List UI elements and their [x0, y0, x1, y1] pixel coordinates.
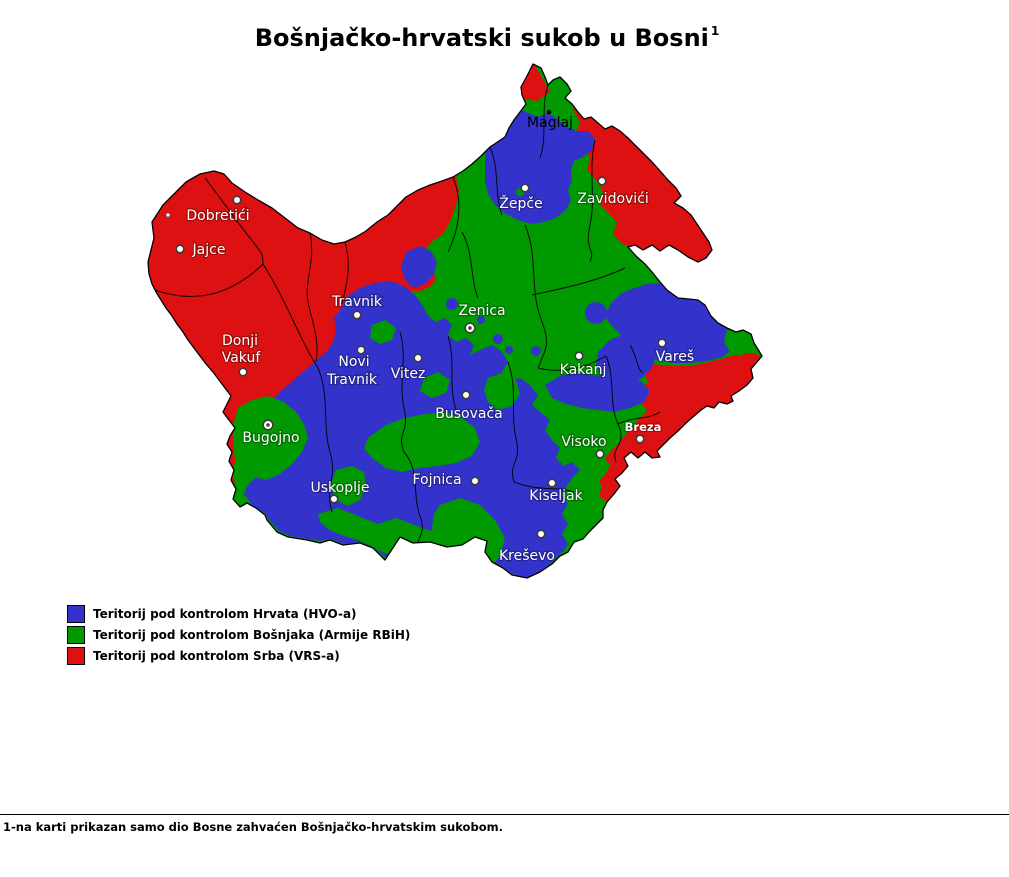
- city-label-travnik: Travnik: [331, 294, 383, 310]
- city-marker-novi-travnik: [356, 345, 366, 355]
- legend-item-serb: Teritorij pod kontrolom Srba (VRS-a): [67, 646, 410, 665]
- region-bosniak-wedge: [364, 412, 480, 472]
- city-marker-busova-a: [461, 390, 471, 400]
- city-marker-bugojno: [262, 419, 274, 431]
- legend-item-bosniak: Teritorij pod kontrolom Bošnjaka (Armije…: [67, 625, 411, 644]
- city-label-novi-travnik: Novi: [338, 354, 369, 370]
- city-marker-fojnica: [470, 476, 480, 486]
- city-marker-visoko: [595, 449, 605, 459]
- city-label-zenica: Zenica: [458, 303, 505, 319]
- region-bosniak-patch: [420, 372, 450, 398]
- legend-label-serb: Teritorij pod kontrolom Srba (VRS-a): [93, 648, 340, 663]
- region-bosniak-patch: [370, 320, 396, 344]
- city-label-uskoplje: Uskoplje: [311, 480, 370, 496]
- city-label-breza: Breza: [625, 420, 662, 434]
- city-marker-uskoplje: [329, 494, 339, 504]
- city-marker-kiseljak: [547, 478, 557, 488]
- city-label-maglaj: Maglaj: [527, 115, 573, 131]
- city-marker-vitez: [413, 353, 423, 363]
- region-bosniak-kresevo-east: [562, 470, 602, 562]
- city-label-donji-vakuf: Donji: [222, 333, 258, 349]
- title-superscript: 1: [710, 24, 720, 38]
- footnote: 1-na karti prikazan samo dio Bosne zahva…: [3, 820, 503, 834]
- region-croat-patch: [531, 346, 541, 356]
- city-marker-donji-vakuf: [238, 367, 248, 377]
- legend-swatch-serb: [67, 646, 85, 665]
- city-marker-zenica: [464, 322, 476, 334]
- city-label-visoko: Visoko: [561, 434, 606, 450]
- city-marker--ep-e: [520, 183, 530, 193]
- region-serb-north-tip: [515, 64, 550, 101]
- region-bosniak-bugojno: [233, 396, 308, 480]
- region-croat-patch: [505, 346, 513, 354]
- region-croat-maglaj-zepce: [485, 104, 595, 224]
- region-croat-kakanj-south: [545, 372, 650, 412]
- city-label-busova-a: Busovača: [435, 406, 502, 422]
- region-bosniak-uskoplje-patch: [330, 466, 366, 506]
- city-label-novi-travnik: Travnik: [326, 372, 378, 388]
- region-croat-patch: [477, 316, 485, 324]
- city-marker-jajce: [175, 244, 185, 254]
- city-label-bugojno: Bugojno: [242, 430, 299, 446]
- title-text: Bošnjačko-hrvatski sukob u Bosni: [254, 24, 709, 52]
- city-label-dobreti-i: Dobretići: [186, 208, 249, 224]
- city-label-fojnica: Fojnica: [412, 472, 461, 488]
- city-label--ep-e: Žepče: [499, 194, 542, 212]
- city-marker-kre-evo: [536, 529, 546, 539]
- city-marker-breza: [635, 434, 645, 444]
- city-marker-vare-: [657, 338, 667, 348]
- city-markers: [165, 109, 667, 539]
- city-label-kiseljak: Kiseljak: [529, 488, 583, 504]
- legend-swatch-croat: [67, 604, 85, 623]
- city-marker-zavidovi-i: [597, 176, 607, 186]
- region-croat-patch: [585, 302, 607, 324]
- city-label-kakanj: Kakanj: [560, 362, 607, 378]
- legend-swatch-bosniak: [67, 625, 85, 644]
- page-title: Bošnjačko-hrvatski sukob u Bosni 1: [0, 24, 972, 52]
- city-label-donji-vakuf: Vakuf: [222, 350, 262, 366]
- legend-item-croat: Teritorij pod kontrolom Hrvata (HVO-a): [67, 604, 410, 623]
- city-marker-maglaj: [546, 109, 552, 115]
- map-outline: [147, 63, 763, 579]
- city-label-jajce: Jajce: [192, 242, 226, 258]
- region-croat-patch: [493, 334, 503, 344]
- city-label-vitez: Vitez: [391, 366, 426, 382]
- footnote-divider: [0, 814, 1009, 815]
- region-croat-travnik-north: [401, 246, 437, 288]
- legend: Teritorij pod kontrolom Hrvata (HVO-a) T…: [67, 604, 411, 668]
- city-marker-kakanj: [574, 351, 584, 361]
- city-labels: Maglaj Žepče Zavidovići Dobretići Jajce Travn…: [185, 115, 695, 565]
- city-label-zavidovi-i: Zavidovići: [577, 191, 649, 207]
- legend-label-croat: Teritorij pod kontrolom Hrvata (HVO-a): [93, 606, 357, 621]
- city-label-kre-evo: Kreševo: [499, 548, 555, 564]
- legend-label-bosniak: Teritorij pod kontrolom Bošnjaka (Armije…: [93, 627, 411, 642]
- region-bosniak-east-bump: [724, 327, 752, 356]
- city-marker-dobreti-i: [232, 195, 242, 205]
- region-croat-patch: [446, 298, 458, 310]
- region-bosniak-patch: [484, 372, 520, 410]
- region-serb-east: [594, 353, 760, 502]
- city-label-vare-: Vareš: [656, 349, 694, 365]
- region-bosniak-south-band: [318, 508, 473, 554]
- municipal-borders: [149, 84, 661, 553]
- city-marker-dobreti-i: [165, 212, 171, 218]
- city-marker-travnik: [352, 310, 362, 320]
